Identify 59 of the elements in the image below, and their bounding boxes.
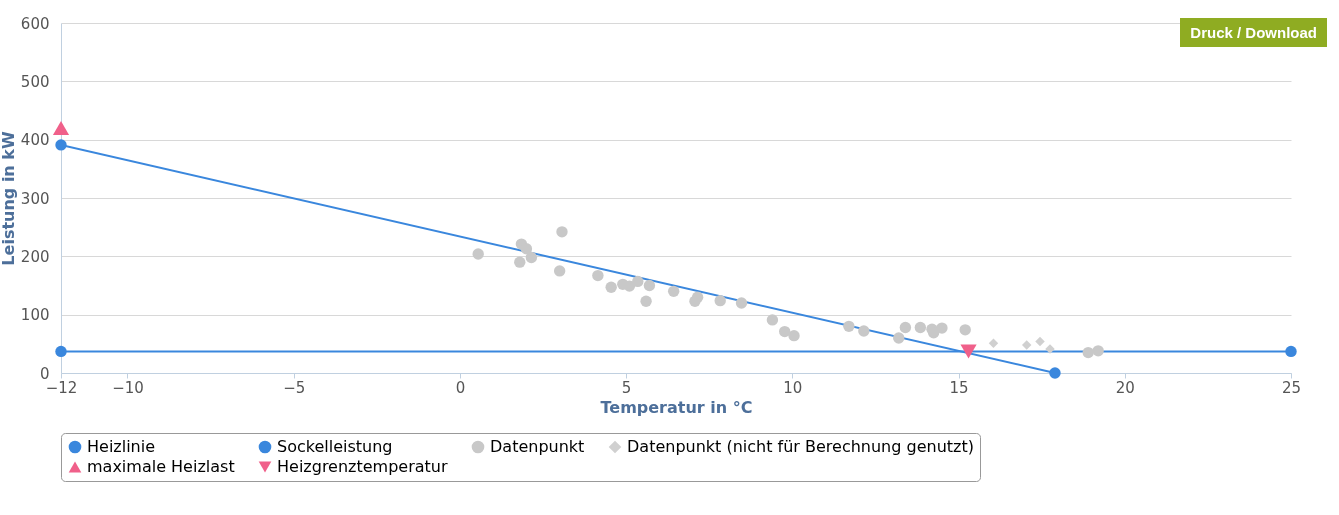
point bbox=[788, 329, 800, 342]
x-tick-label: −10 bbox=[112, 378, 144, 397]
point bbox=[1285, 345, 1297, 358]
point bbox=[55, 139, 67, 151]
point bbox=[893, 332, 905, 344]
point bbox=[525, 251, 538, 264]
point bbox=[936, 322, 948, 334]
x-tick-label: 20 bbox=[1115, 378, 1135, 397]
legend-label: Heizlinie bbox=[87, 437, 156, 456]
y-tick-label: 200 bbox=[20, 247, 50, 266]
y-tick-label: 100 bbox=[20, 306, 50, 325]
point bbox=[1021, 340, 1032, 350]
point bbox=[858, 325, 870, 337]
x-tick-label: 10 bbox=[783, 378, 803, 397]
point bbox=[843, 320, 855, 333]
point bbox=[1082, 346, 1094, 359]
x-tick-label: 15 bbox=[949, 378, 969, 397]
point bbox=[714, 294, 726, 307]
y-tick-label: 600 bbox=[20, 14, 50, 33]
point bbox=[640, 295, 652, 307]
point bbox=[914, 321, 927, 334]
point bbox=[605, 281, 617, 293]
point bbox=[1092, 345, 1104, 357]
legend-label: Sockelleistung bbox=[277, 437, 393, 456]
legend-label: Datenpunkt bbox=[490, 437, 585, 456]
x-tick-label: 25 bbox=[1281, 378, 1302, 397]
point bbox=[667, 285, 680, 298]
point bbox=[556, 226, 568, 238]
y-tick-label: 500 bbox=[20, 72, 50, 91]
x-axis-title: Temperatur in °C bbox=[600, 397, 753, 417]
legend-label: Heizgrenztemperatur bbox=[277, 457, 448, 476]
legend-label: Datenpunkt (nicht für Berechnung genutzt) bbox=[627, 437, 974, 456]
point bbox=[779, 325, 791, 338]
point bbox=[632, 275, 644, 288]
point bbox=[988, 338, 999, 348]
point bbox=[472, 248, 484, 260]
point bbox=[766, 314, 779, 326]
point bbox=[643, 279, 656, 292]
x-tick-label: 5 bbox=[621, 378, 632, 397]
point bbox=[960, 344, 977, 359]
point bbox=[514, 256, 526, 268]
point bbox=[592, 269, 604, 282]
point bbox=[735, 297, 748, 309]
point bbox=[1049, 367, 1061, 379]
point bbox=[959, 324, 971, 336]
y-axis-title: Leistung in kW bbox=[0, 131, 18, 266]
point bbox=[691, 291, 704, 303]
x-tick-label: −5 bbox=[283, 378, 306, 397]
y-tick-label: 400 bbox=[20, 131, 50, 150]
point bbox=[1035, 336, 1045, 347]
point bbox=[55, 345, 67, 358]
y-tick-label: 300 bbox=[20, 189, 50, 208]
point bbox=[520, 243, 533, 255]
point bbox=[52, 121, 70, 135]
point bbox=[553, 265, 566, 277]
point bbox=[899, 321, 912, 334]
download-button: Druck / Download bbox=[1180, 18, 1327, 47]
x-tick-label: 0 bbox=[455, 378, 466, 397]
legend-label: maximale Heizlast bbox=[87, 457, 235, 476]
